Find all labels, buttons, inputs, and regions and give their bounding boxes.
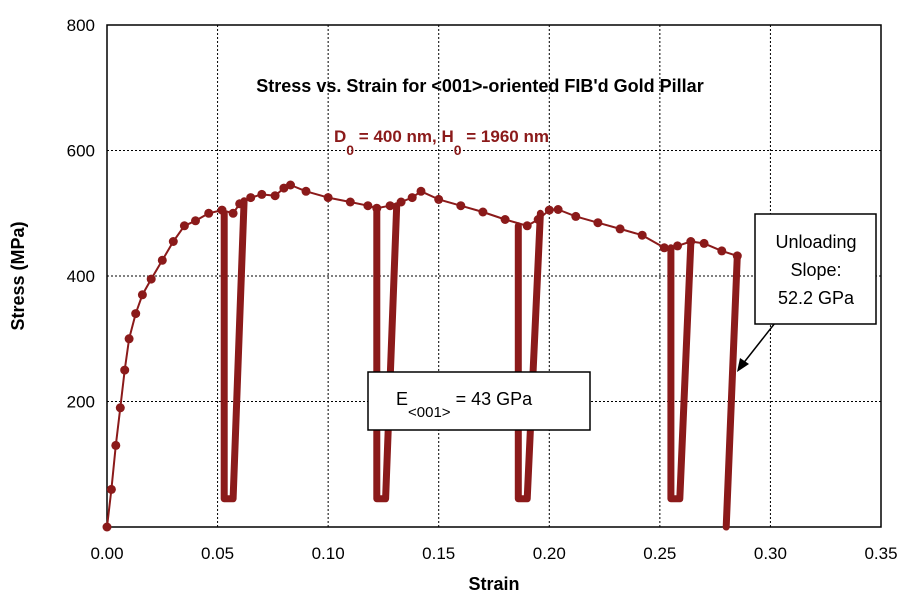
chart-title: Stress vs. Strain for <001>-oriented FIB… [256, 76, 703, 96]
data-point [615, 224, 625, 234]
data-point [717, 246, 727, 256]
x-axis-ticks: 0.00 0.05 0.10 0.15 0.20 0.25 0.30 0.35 [90, 544, 897, 563]
unloading-line-3: 52.2 GPa [778, 288, 855, 308]
data-point [363, 201, 373, 211]
data-point [120, 365, 130, 375]
series-line [373, 202, 401, 503]
x-tick-label: 0.35 [864, 544, 897, 563]
data-point [553, 205, 563, 214]
data-point [246, 193, 256, 203]
x-tick-label: 0.30 [754, 544, 787, 563]
series-line [667, 239, 695, 503]
y-tick-label: 600 [67, 142, 95, 161]
data-point [500, 215, 510, 224]
data-point [131, 309, 141, 319]
series-line [220, 197, 248, 503]
data-point [179, 221, 189, 231]
data-point [456, 201, 466, 211]
data-point [522, 221, 532, 231]
data-point [270, 191, 280, 201]
modulus-text: E<001> = 43 GPa [396, 389, 533, 421]
data-point [102, 522, 112, 532]
y-axis-label: Stress (MPa) [8, 221, 28, 330]
data-series [102, 180, 742, 532]
data-point [673, 241, 682, 251]
data-point [301, 186, 311, 196]
x-tick-label: 0.05 [201, 544, 234, 563]
data-point [571, 211, 581, 221]
data-point [416, 186, 426, 196]
data-point [637, 230, 647, 240]
data-point [434, 194, 444, 204]
modulus-annotation: E<001> = 43 GPa [367, 371, 591, 431]
data-point [323, 193, 333, 203]
chart-subtitle: D0 = 400 nm, H0 = 1960 nm [334, 127, 549, 158]
y-axis-ticks: 200 400 600 800 [67, 16, 95, 412]
modulus-box [367, 371, 591, 431]
unloading-annotation: Unloading Slope: 52.2 GPa [737, 213, 877, 372]
data-point [146, 274, 156, 284]
unloading-line-2: Slope: [790, 260, 841, 280]
data-point [385, 201, 395, 211]
data-point [204, 208, 214, 218]
unloading-arrow [741, 322, 776, 366]
data-point [191, 216, 200, 226]
plot-frame [106, 24, 882, 528]
data-point [228, 208, 238, 218]
unloading-line-1: Unloading [775, 232, 856, 252]
data-point [157, 255, 167, 265]
x-tick-label: 0.20 [533, 544, 566, 563]
data-point [106, 484, 116, 494]
data-point [699, 238, 709, 248]
arrow-head [737, 358, 749, 372]
x-tick-label: 0.25 [643, 544, 676, 563]
data-point [407, 193, 417, 203]
data-point [286, 180, 295, 190]
data-point [544, 205, 554, 215]
y-tick-label: 800 [67, 16, 95, 35]
x-tick-label: 0.10 [312, 544, 345, 563]
data-point [593, 218, 603, 228]
series-line [722, 252, 741, 531]
data-point [257, 189, 267, 199]
data-point [168, 237, 178, 246]
data-point [345, 197, 355, 207]
y-tick-label: 200 [67, 393, 95, 412]
unloading-box [754, 213, 877, 325]
data-point [137, 290, 147, 300]
x-tick-label: 0.00 [90, 544, 123, 563]
data-point [124, 334, 134, 344]
data-point [115, 403, 125, 413]
data-point [659, 243, 669, 253]
x-axis-label: Strain [468, 574, 519, 594]
x-tick-label: 0.15 [422, 544, 455, 563]
data-point [111, 440, 121, 450]
series-line [514, 209, 544, 503]
y-tick-label: 400 [67, 267, 95, 286]
data-point [478, 207, 488, 217]
